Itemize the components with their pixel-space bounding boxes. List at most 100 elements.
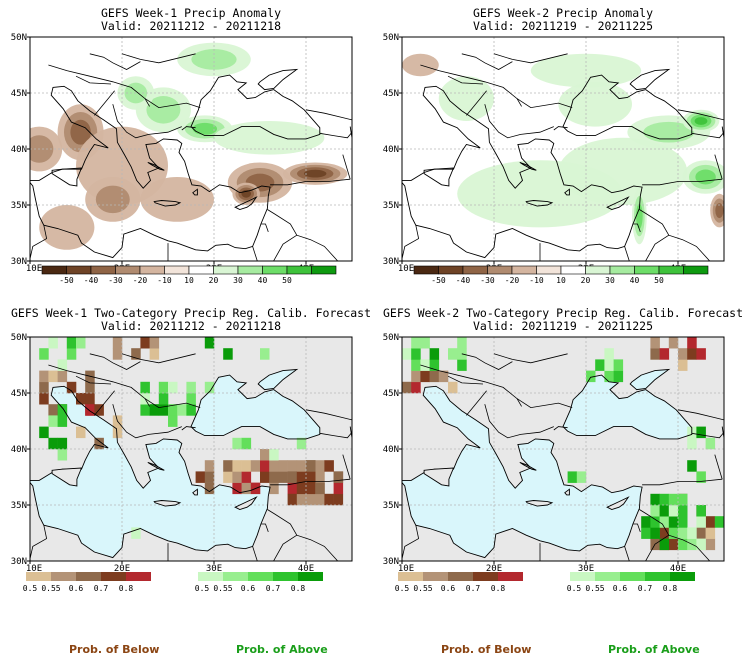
prob-cell-above <box>57 415 68 427</box>
prob-cell-above <box>659 516 670 528</box>
island-outline <box>525 500 554 507</box>
island-outline <box>606 196 630 210</box>
y-tick-label: 50N <box>11 333 27 343</box>
prob-cell-above <box>668 505 679 517</box>
prob-colorbar-label: 0.7 <box>94 584 109 593</box>
island-outline <box>192 188 198 196</box>
colorbar-swatch <box>41 265 67 275</box>
map-area <box>17 37 352 261</box>
y-tick-label: 35N <box>11 201 27 211</box>
prob-colorbar-label: 0.55 <box>585 584 604 593</box>
prob-cell-above <box>567 471 578 483</box>
island-outline <box>564 188 570 196</box>
country-border <box>112 404 182 439</box>
colorbar-swatch <box>658 265 684 275</box>
prob-cell-above <box>668 493 679 506</box>
prob-cell-below <box>315 471 325 483</box>
prob-colorbar-label: 0.6 <box>613 584 628 593</box>
prob-cell-above <box>57 359 68 371</box>
prob-colorbar-label: 0.55 <box>413 584 432 593</box>
prob-cell-below <box>112 337 123 349</box>
prob-colorbar-swatch <box>398 572 423 581</box>
prob-cell-above <box>420 359 430 371</box>
country-border <box>252 246 258 261</box>
prob-cell-above <box>158 404 169 416</box>
country-border <box>466 390 487 416</box>
country-border <box>252 546 258 561</box>
prob-cell-below <box>705 527 716 539</box>
y-tick-label: 30N <box>383 557 399 567</box>
prob-colorbar-swatch <box>198 572 223 581</box>
colorbar-label: -50 <box>431 276 446 285</box>
country-border <box>553 426 568 431</box>
prob-cell-below <box>429 370 440 383</box>
prob-cell-below <box>260 471 270 483</box>
island-outline <box>51 467 83 487</box>
x-tick-label: 10E <box>398 264 414 274</box>
prob-colorbar-swatch <box>51 572 76 581</box>
country-border <box>632 223 641 233</box>
prob-cell-below <box>333 471 344 483</box>
prob-cell-above <box>223 348 233 360</box>
prob-cell-above <box>66 348 77 360</box>
prob-cell-above <box>457 337 467 349</box>
island-outline <box>17 115 25 133</box>
x-tick-label: 20E <box>114 564 130 574</box>
prob-cell-below <box>131 348 141 360</box>
prob-colorbar-label: 0.55 <box>213 584 232 593</box>
panel-subtitle: Valid: 20211219 - 20211225 <box>473 319 653 333</box>
island-outline <box>519 161 537 171</box>
country-border <box>273 234 298 261</box>
colorbar-label: 50 <box>282 276 292 285</box>
coastline <box>402 385 643 559</box>
country-border <box>447 375 484 385</box>
prob-cell-above <box>76 337 86 349</box>
country-border <box>181 426 196 431</box>
prob-cell-below <box>269 471 279 483</box>
anomaly-contour-below <box>715 203 724 219</box>
colorbar-swatch <box>188 265 214 275</box>
prob-cell-above <box>659 493 670 506</box>
country-border <box>319 431 352 439</box>
country-border <box>273 534 298 561</box>
country-border <box>691 131 724 139</box>
island-outline <box>234 496 258 510</box>
prob-cell-below <box>232 482 242 495</box>
prob-cell-below <box>260 460 270 472</box>
y-tick-label: 45N <box>383 89 399 99</box>
prob-cell-below <box>296 460 307 472</box>
map-area <box>402 37 724 261</box>
country-border <box>75 375 112 385</box>
coastline <box>562 374 693 440</box>
colorbar-swatch <box>683 265 709 275</box>
prob-cell-below <box>296 482 307 495</box>
y-tick-label: 50N <box>383 33 399 43</box>
colorbar-label: 40 <box>258 276 268 285</box>
prob-cell-below <box>687 348 697 360</box>
colorbar-swatch <box>462 265 488 275</box>
prob-cell-above <box>668 527 679 539</box>
coastline <box>629 368 671 391</box>
prob-cell-above <box>168 415 178 427</box>
prob-colorbar-swatch <box>570 572 595 581</box>
colorbar-swatch <box>262 265 288 275</box>
y-tick-label: 40N <box>11 445 27 455</box>
prob-cell-below <box>195 471 206 483</box>
prob-cell-above <box>668 516 679 528</box>
prob-cell-below <box>678 348 688 360</box>
prob-cell-above <box>696 471 706 483</box>
sea-fill <box>191 375 320 439</box>
prob-cell-below <box>333 482 344 495</box>
y-tick-label: 30N <box>11 257 27 267</box>
prob-cell-above <box>241 437 252 450</box>
country-border <box>342 154 351 180</box>
prob-cell-above <box>260 348 270 360</box>
colorbar-label: 10 <box>184 276 194 285</box>
prob-cell-below <box>650 337 660 349</box>
country-border <box>260 223 269 233</box>
prob-cell-below <box>241 471 252 483</box>
prob-cell-above <box>57 437 68 450</box>
prob-cell-above <box>696 538 706 551</box>
prob-colorbar-swatch <box>248 572 273 581</box>
